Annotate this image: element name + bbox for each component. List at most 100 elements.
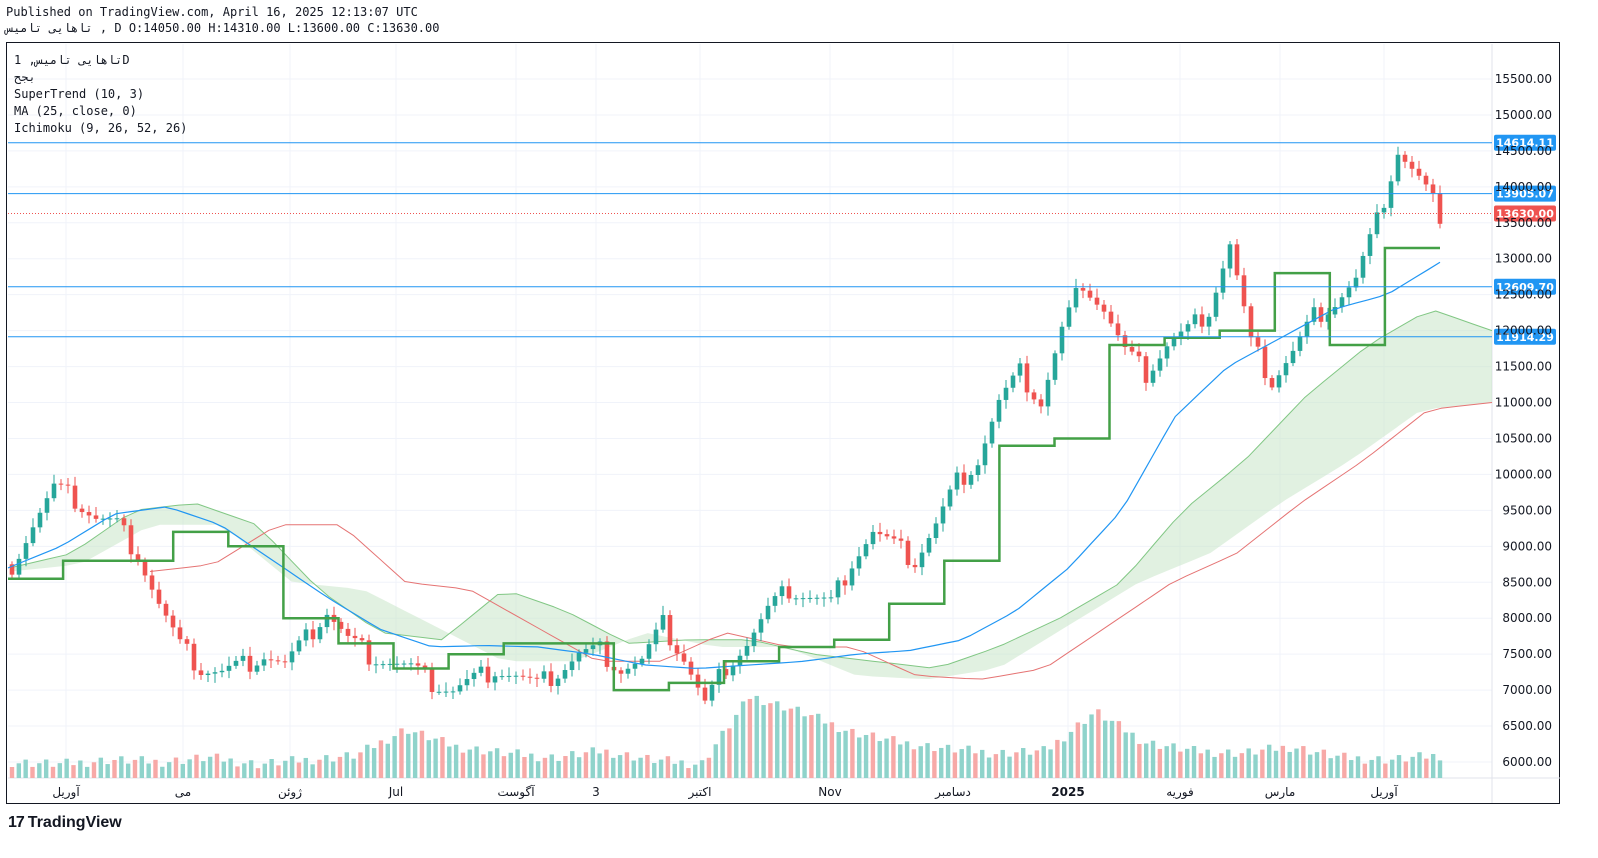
- candle-body: [828, 597, 834, 599]
- candle-up: [471, 668, 477, 687]
- volume-bar: [474, 746, 479, 778]
- ichimoku-cloud: [10, 311, 1492, 679]
- candle-body: [268, 659, 274, 661]
- volume-bar: [863, 734, 869, 778]
- volume-bar: [43, 759, 49, 778]
- y-tick-label: 7500.00: [1502, 647, 1552, 661]
- candle-up: [982, 435, 988, 474]
- candle-body: [695, 674, 701, 688]
- volume-bar: [1437, 760, 1443, 778]
- volume-bar: [207, 756, 213, 778]
- volume-bar: [925, 743, 930, 778]
- candle-body: [807, 597, 813, 599]
- candle-down: [191, 638, 197, 680]
- candle-down: [1038, 394, 1044, 414]
- candle-up: [1157, 350, 1163, 377]
- volume-bar: [194, 754, 199, 778]
- volume-bar: [713, 744, 718, 778]
- candle-body: [1059, 326, 1065, 354]
- volume-bar: [1062, 741, 1067, 778]
- candle-body: [1045, 379, 1051, 407]
- candle-body: [1276, 375, 1282, 388]
- candle-down: [604, 636, 610, 672]
- volume-bar: [1164, 746, 1169, 778]
- candle-body: [149, 575, 155, 590]
- candle-body: [289, 651, 295, 663]
- candle-up: [114, 510, 120, 523]
- volume-bar: [317, 759, 322, 778]
- candle-body: [604, 641, 610, 667]
- volume-bar: [78, 760, 83, 778]
- volume-bar: [1055, 739, 1060, 778]
- candle-up: [51, 474, 57, 502]
- candle-body: [1346, 287, 1352, 298]
- volume-bar: [535, 761, 541, 778]
- candle-body: [534, 677, 540, 679]
- candle-down: [198, 663, 204, 680]
- candle-up: [324, 608, 330, 634]
- volume-bar: [1280, 745, 1286, 778]
- volume-bar: [1417, 752, 1422, 778]
- candle-up: [765, 597, 771, 624]
- candle-up: [933, 517, 939, 544]
- candle-body: [968, 474, 974, 485]
- candle-body: [702, 687, 708, 701]
- candle-body: [541, 671, 547, 679]
- volume-bar: [358, 752, 363, 778]
- candle-body: [1304, 321, 1310, 337]
- candle-body: [492, 676, 498, 683]
- volume-bar: [1342, 752, 1347, 778]
- volume-bar: [891, 736, 896, 778]
- candle-body: [142, 561, 148, 576]
- candle-body: [198, 670, 204, 676]
- volume-bar: [392, 736, 397, 778]
- candle-down: [898, 529, 904, 549]
- volume-bar: [1089, 714, 1094, 778]
- volume-bar: [153, 759, 158, 778]
- candle-body: [65, 484, 71, 486]
- candle-down: [149, 569, 155, 599]
- candle-body: [1339, 297, 1345, 308]
- volume-bar: [1137, 743, 1142, 778]
- candle-up: [233, 655, 239, 669]
- candle-down: [527, 668, 533, 684]
- candle-body: [947, 489, 953, 507]
- candle-down: [345, 623, 351, 643]
- candle-up: [779, 580, 785, 605]
- candle-down: [961, 464, 967, 494]
- candle-down: [1101, 300, 1107, 320]
- legend-ma: MA (25, close, 0): [14, 104, 137, 118]
- x-tick-label: ژوئن: [278, 785, 302, 800]
- candle-down: [1094, 288, 1100, 311]
- volume-bar: [706, 757, 712, 778]
- tradingview-logo[interactable]: 17 TradingView: [8, 814, 122, 832]
- legend-ichimoku: Ichimoku (9, 26, 52, 26): [14, 121, 188, 135]
- volume-bar: [993, 754, 999, 778]
- candle-body: [954, 472, 960, 490]
- volume-bar: [1376, 756, 1381, 778]
- candle-down: [156, 581, 162, 609]
- volume-bar: [201, 761, 206, 778]
- x-tick-label: دسامبر: [934, 785, 971, 800]
- candle-down: [268, 650, 274, 669]
- volume-bar: [1246, 748, 1251, 778]
- volume-bar: [440, 737, 445, 778]
- candle-down: [884, 529, 890, 540]
- candle-body: [660, 615, 666, 630]
- candle-up: [464, 670, 470, 691]
- volume-bar: [378, 740, 384, 778]
- candle-body: [1360, 255, 1366, 278]
- volume-bar: [857, 737, 862, 778]
- x-tick-label: Nov: [818, 785, 841, 799]
- volume-bar: [973, 753, 978, 778]
- candle-up: [212, 667, 218, 683]
- volume-bar: [1075, 722, 1081, 778]
- candle-down: [1248, 303, 1254, 347]
- volume-bar: [1410, 756, 1415, 778]
- candle-up: [569, 653, 575, 677]
- candle-up: [107, 512, 113, 527]
- volume-bar: [836, 732, 841, 778]
- volume-bar: [1048, 749, 1053, 778]
- candle-body: [310, 629, 316, 640]
